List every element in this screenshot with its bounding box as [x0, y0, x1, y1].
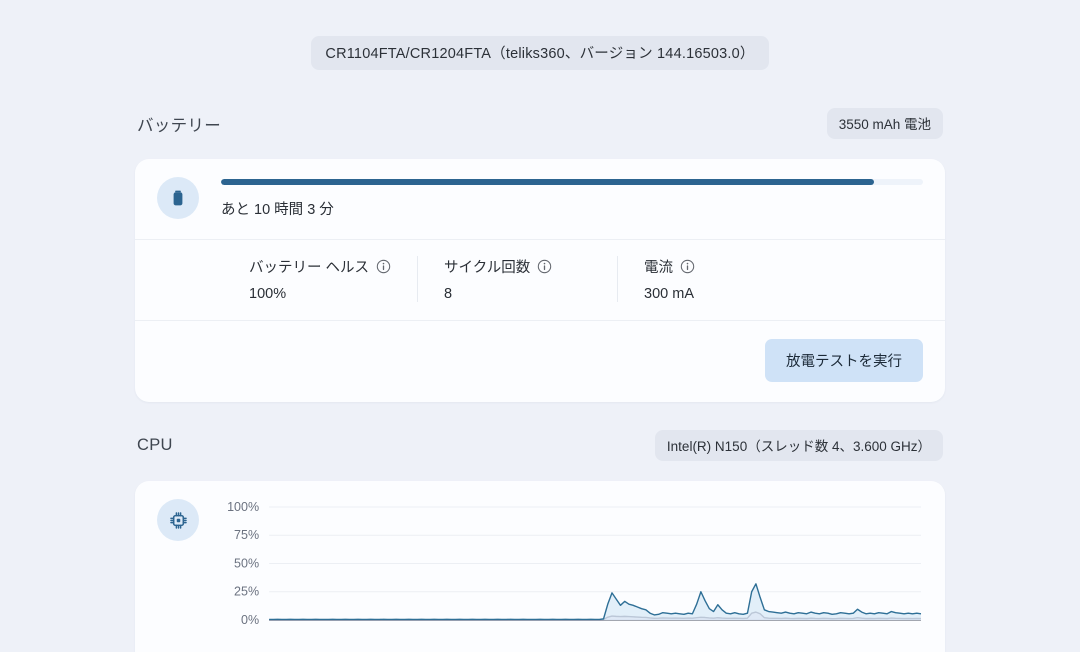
stat-cycle-count: サイクル回数 8: [417, 256, 617, 302]
battery-card: あと 10 時間 3 分 バッテリー ヘルス 100% サイクル回数: [135, 159, 945, 402]
cpu-spec-badge: Intel(R) N150（スレッド数 4、3.600 GHz）: [654, 430, 943, 461]
info-icon[interactable]: [376, 259, 391, 274]
device-title-pill: CR1104FTA/CR1204FTA（teliks360、バージョン 144.…: [311, 36, 769, 70]
stat-current: 電流 300 mA: [617, 256, 817, 302]
stat-battery-health-label-row: バッテリー ヘルス: [249, 256, 391, 277]
stat-cycle-count-value: 8: [444, 286, 453, 302]
cpu-card: 0% 25% 50% 75% 100% ユーザー 5% システム 1%: [135, 481, 945, 652]
stat-battery-health: バッテリー ヘルス 100%: [157, 256, 417, 302]
battery-progress-track: [221, 179, 923, 185]
battery-section-header: バッテリー 3550 mAh 電池: [135, 108, 945, 139]
battery-actions-row: 放電テストを実行: [135, 321, 945, 402]
battery-stats-row: バッテリー ヘルス 100% サイクル回数: [135, 240, 945, 321]
title-row: CR1104FTA/CR1204FTA（teliks360、バージョン 144.…: [0, 0, 1080, 70]
stat-current-label-row: 電流: [644, 256, 791, 277]
chart-y-tick-label: 0%: [241, 613, 259, 627]
cpu-chart-svg: 0% 25% 50% 75% 100%: [227, 500, 923, 627]
chart-area-user: [269, 583, 921, 620]
chart-y-tick-label: 25%: [234, 585, 259, 599]
chart-y-tick-label: 100%: [227, 500, 259, 514]
run-discharge-test-button[interactable]: 放電テストを実行: [765, 339, 923, 382]
chart-line-user: [269, 584, 921, 620]
battery-time-remaining: あと 10 時間 3 分: [221, 202, 334, 218]
battery-section-title: バッテリー: [137, 116, 221, 135]
info-icon[interactable]: [680, 259, 695, 274]
stat-battery-health-value: 100%: [249, 286, 287, 302]
battery-icon-badge: [157, 177, 199, 219]
stat-current-value: 300 mA: [644, 286, 695, 302]
cpu-chip-icon: [169, 511, 187, 529]
battery-meter: あと 10 時間 3 分: [221, 177, 923, 219]
battery-capacity-badge: 3550 mAh 電池: [826, 108, 943, 139]
cpu-chart-legend: ユーザー 5% システム 1%: [157, 640, 923, 652]
battery-progress-fill: [221, 179, 874, 185]
stat-cycle-count-label: サイクル回数: [444, 260, 531, 276]
chart-y-tick-label: 75%: [234, 528, 259, 542]
info-icon[interactable]: [537, 259, 552, 274]
cpu-section-header: CPU Intel(R) N150（スレッド数 4、3.600 GHz）: [135, 430, 945, 461]
chart-y-tick-label: 50%: [234, 557, 259, 571]
cpu-card-body: 0% 25% 50% 75% 100%: [157, 499, 923, 634]
battery-icon: [173, 190, 183, 206]
stat-cycle-count-label-row: サイクル回数: [444, 256, 591, 277]
stat-battery-health-label: バッテリー ヘルス: [249, 260, 370, 276]
cpu-section-title: CPU: [137, 436, 173, 454]
cpu-icon-badge: [157, 499, 199, 541]
stat-current-label: 電流: [644, 260, 674, 276]
cpu-usage-chart: 0% 25% 50% 75% 100%: [221, 499, 923, 634]
battery-charge-row: あと 10 時間 3 分: [135, 159, 945, 240]
